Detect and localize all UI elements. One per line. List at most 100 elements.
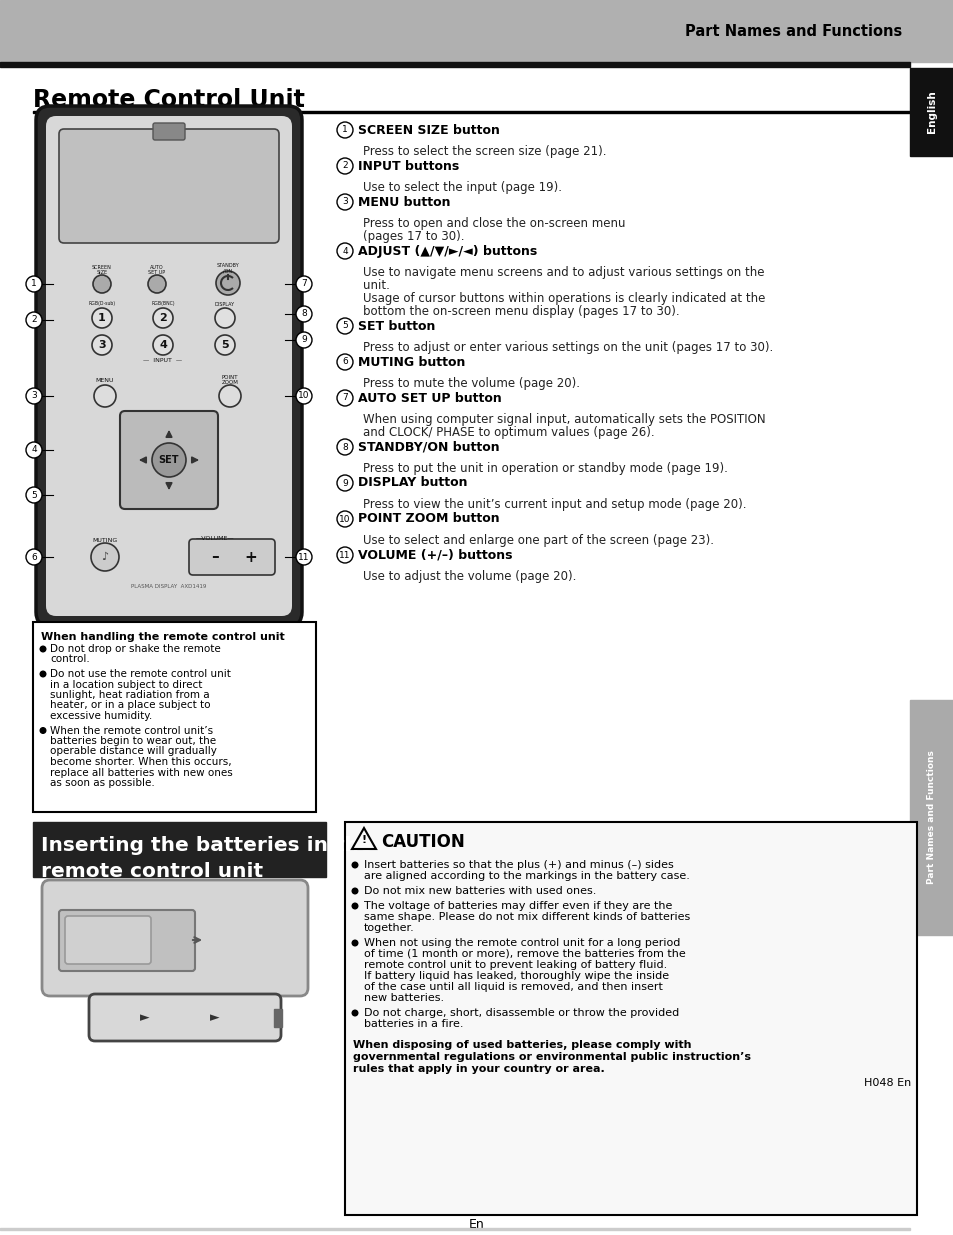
Text: Do not mix new batteries with used ones.: Do not mix new batteries with used ones. xyxy=(364,885,596,897)
Bar xyxy=(0,62,909,67)
Text: 5: 5 xyxy=(221,340,229,350)
Text: 2: 2 xyxy=(31,315,37,325)
Text: Insert batteries so that the plus (+) and minus (–) sides: Insert batteries so that the plus (+) an… xyxy=(364,860,673,869)
Text: MENU button: MENU button xyxy=(357,195,450,209)
Text: (pages 17 to 30).: (pages 17 to 30). xyxy=(363,230,464,243)
Text: remote control unit: remote control unit xyxy=(41,862,263,881)
Text: DISPLAY button: DISPLAY button xyxy=(357,477,467,489)
Text: When disposing of used batteries, please comply with: When disposing of used batteries, please… xyxy=(353,1040,691,1050)
Text: En: En xyxy=(469,1219,484,1231)
Text: When the remote control unit’s: When the remote control unit’s xyxy=(50,725,213,736)
Text: When not using the remote control unit for a long period: When not using the remote control unit f… xyxy=(364,939,679,948)
Text: 3: 3 xyxy=(98,340,106,350)
Text: 6: 6 xyxy=(31,552,37,562)
Text: 6: 6 xyxy=(342,357,348,367)
Text: 10: 10 xyxy=(339,515,351,524)
Text: CAUTION: CAUTION xyxy=(380,832,464,851)
Circle shape xyxy=(336,158,353,174)
Text: 4: 4 xyxy=(159,340,167,350)
Text: 1: 1 xyxy=(342,126,348,135)
Text: RGB(BNC): RGB(BNC) xyxy=(151,301,174,306)
Text: Part Names and Functions: Part Names and Functions xyxy=(926,751,936,884)
Circle shape xyxy=(152,308,172,329)
Text: SET: SET xyxy=(158,454,179,466)
Bar xyxy=(909,700,953,935)
FancyBboxPatch shape xyxy=(120,411,218,509)
Circle shape xyxy=(336,511,353,527)
Bar xyxy=(274,1009,282,1028)
Text: of time (1 month or more), remove the batteries from the: of time (1 month or more), remove the ba… xyxy=(364,948,685,960)
Text: English: English xyxy=(926,90,936,133)
Text: 4: 4 xyxy=(342,247,348,256)
Circle shape xyxy=(219,385,241,408)
Circle shape xyxy=(295,332,312,348)
Text: When handling the remote control unit: When handling the remote control unit xyxy=(41,632,284,642)
Circle shape xyxy=(26,312,42,329)
Circle shape xyxy=(214,335,234,354)
Text: Inserting the batteries in the: Inserting the batteries in the xyxy=(41,836,373,855)
Text: —  INPUT  —: — INPUT — xyxy=(143,357,182,363)
Text: SCREEN SIZE button: SCREEN SIZE button xyxy=(357,124,499,137)
Text: POINT ZOOM button: POINT ZOOM button xyxy=(357,513,499,526)
Text: 3: 3 xyxy=(31,391,37,400)
Circle shape xyxy=(336,354,353,370)
Text: PLASMA DISPLAY  AXD1419: PLASMA DISPLAY AXD1419 xyxy=(132,583,207,589)
FancyBboxPatch shape xyxy=(42,881,308,995)
Text: ADJUST (▲/▼/►/◄) buttons: ADJUST (▲/▼/►/◄) buttons xyxy=(357,245,537,258)
Text: ►: ► xyxy=(140,1011,150,1025)
Text: batteries in a fire.: batteries in a fire. xyxy=(364,1019,463,1029)
Circle shape xyxy=(148,275,166,293)
Text: Use to select and enlarge one part of the screen (page 23).: Use to select and enlarge one part of th… xyxy=(363,534,713,547)
Text: 3: 3 xyxy=(342,198,348,206)
Circle shape xyxy=(336,390,353,406)
Text: —VOLUME—: —VOLUME— xyxy=(195,536,234,541)
Text: same shape. Please do not mix different kinds of batteries: same shape. Please do not mix different … xyxy=(364,911,690,923)
Text: SCREEN
SIZE: SCREEN SIZE xyxy=(92,264,112,275)
Circle shape xyxy=(336,547,353,563)
Circle shape xyxy=(26,275,42,291)
Text: 9: 9 xyxy=(342,478,348,488)
Circle shape xyxy=(94,385,116,408)
Bar xyxy=(909,68,953,156)
Text: When using computer signal input, automatically sets the POSITION: When using computer signal input, automa… xyxy=(363,412,765,426)
Text: SET button: SET button xyxy=(357,320,435,332)
Text: Press to open and close the on-screen menu: Press to open and close the on-screen me… xyxy=(363,217,625,230)
Circle shape xyxy=(336,194,353,210)
Bar xyxy=(33,111,909,112)
Text: Do not charge, short, disassemble or throw the provided: Do not charge, short, disassemble or thr… xyxy=(364,1008,679,1018)
Circle shape xyxy=(336,243,353,259)
Text: of the case until all liquid is removed, and then insert: of the case until all liquid is removed,… xyxy=(364,982,662,992)
Polygon shape xyxy=(352,827,375,848)
Text: unit.: unit. xyxy=(363,279,390,291)
Circle shape xyxy=(352,1010,357,1016)
Circle shape xyxy=(336,438,353,454)
Text: 11: 11 xyxy=(339,551,351,559)
Text: new batteries.: new batteries. xyxy=(364,993,444,1003)
Circle shape xyxy=(352,903,357,909)
Text: If battery liquid has leaked, thoroughly wipe the inside: If battery liquid has leaked, thoroughly… xyxy=(364,971,668,981)
Text: Press to mute the volume (page 20).: Press to mute the volume (page 20). xyxy=(363,377,579,390)
FancyBboxPatch shape xyxy=(59,128,278,243)
Text: 11: 11 xyxy=(298,552,310,562)
Text: Use to select the input (page 19).: Use to select the input (page 19). xyxy=(363,182,561,194)
Text: VOLUME (+/–) buttons: VOLUME (+/–) buttons xyxy=(357,548,512,562)
Text: excessive humidity.: excessive humidity. xyxy=(50,711,152,721)
Text: sunlight, heat radiation from a: sunlight, heat radiation from a xyxy=(50,690,210,700)
Bar xyxy=(33,622,315,811)
Text: +: + xyxy=(244,550,257,564)
Circle shape xyxy=(91,335,112,354)
Text: replace all batteries with new ones: replace all batteries with new ones xyxy=(50,767,233,778)
Text: DISPLAY: DISPLAY xyxy=(214,301,234,306)
Circle shape xyxy=(214,308,234,329)
Text: 8: 8 xyxy=(301,310,307,319)
Text: remote control unit to prevent leaking of battery fluid.: remote control unit to prevent leaking o… xyxy=(364,960,666,969)
Circle shape xyxy=(336,317,353,333)
Circle shape xyxy=(336,475,353,492)
Text: The voltage of batteries may differ even if they are the: The voltage of batteries may differ even… xyxy=(364,902,672,911)
Text: Do not drop or shake the remote: Do not drop or shake the remote xyxy=(50,643,220,655)
Text: 1: 1 xyxy=(31,279,37,289)
FancyBboxPatch shape xyxy=(89,994,281,1041)
Text: MENU: MENU xyxy=(95,378,114,383)
Text: Usage of cursor buttons within operations is clearly indicated at the: Usage of cursor buttons within operation… xyxy=(363,291,764,305)
FancyBboxPatch shape xyxy=(36,106,302,626)
